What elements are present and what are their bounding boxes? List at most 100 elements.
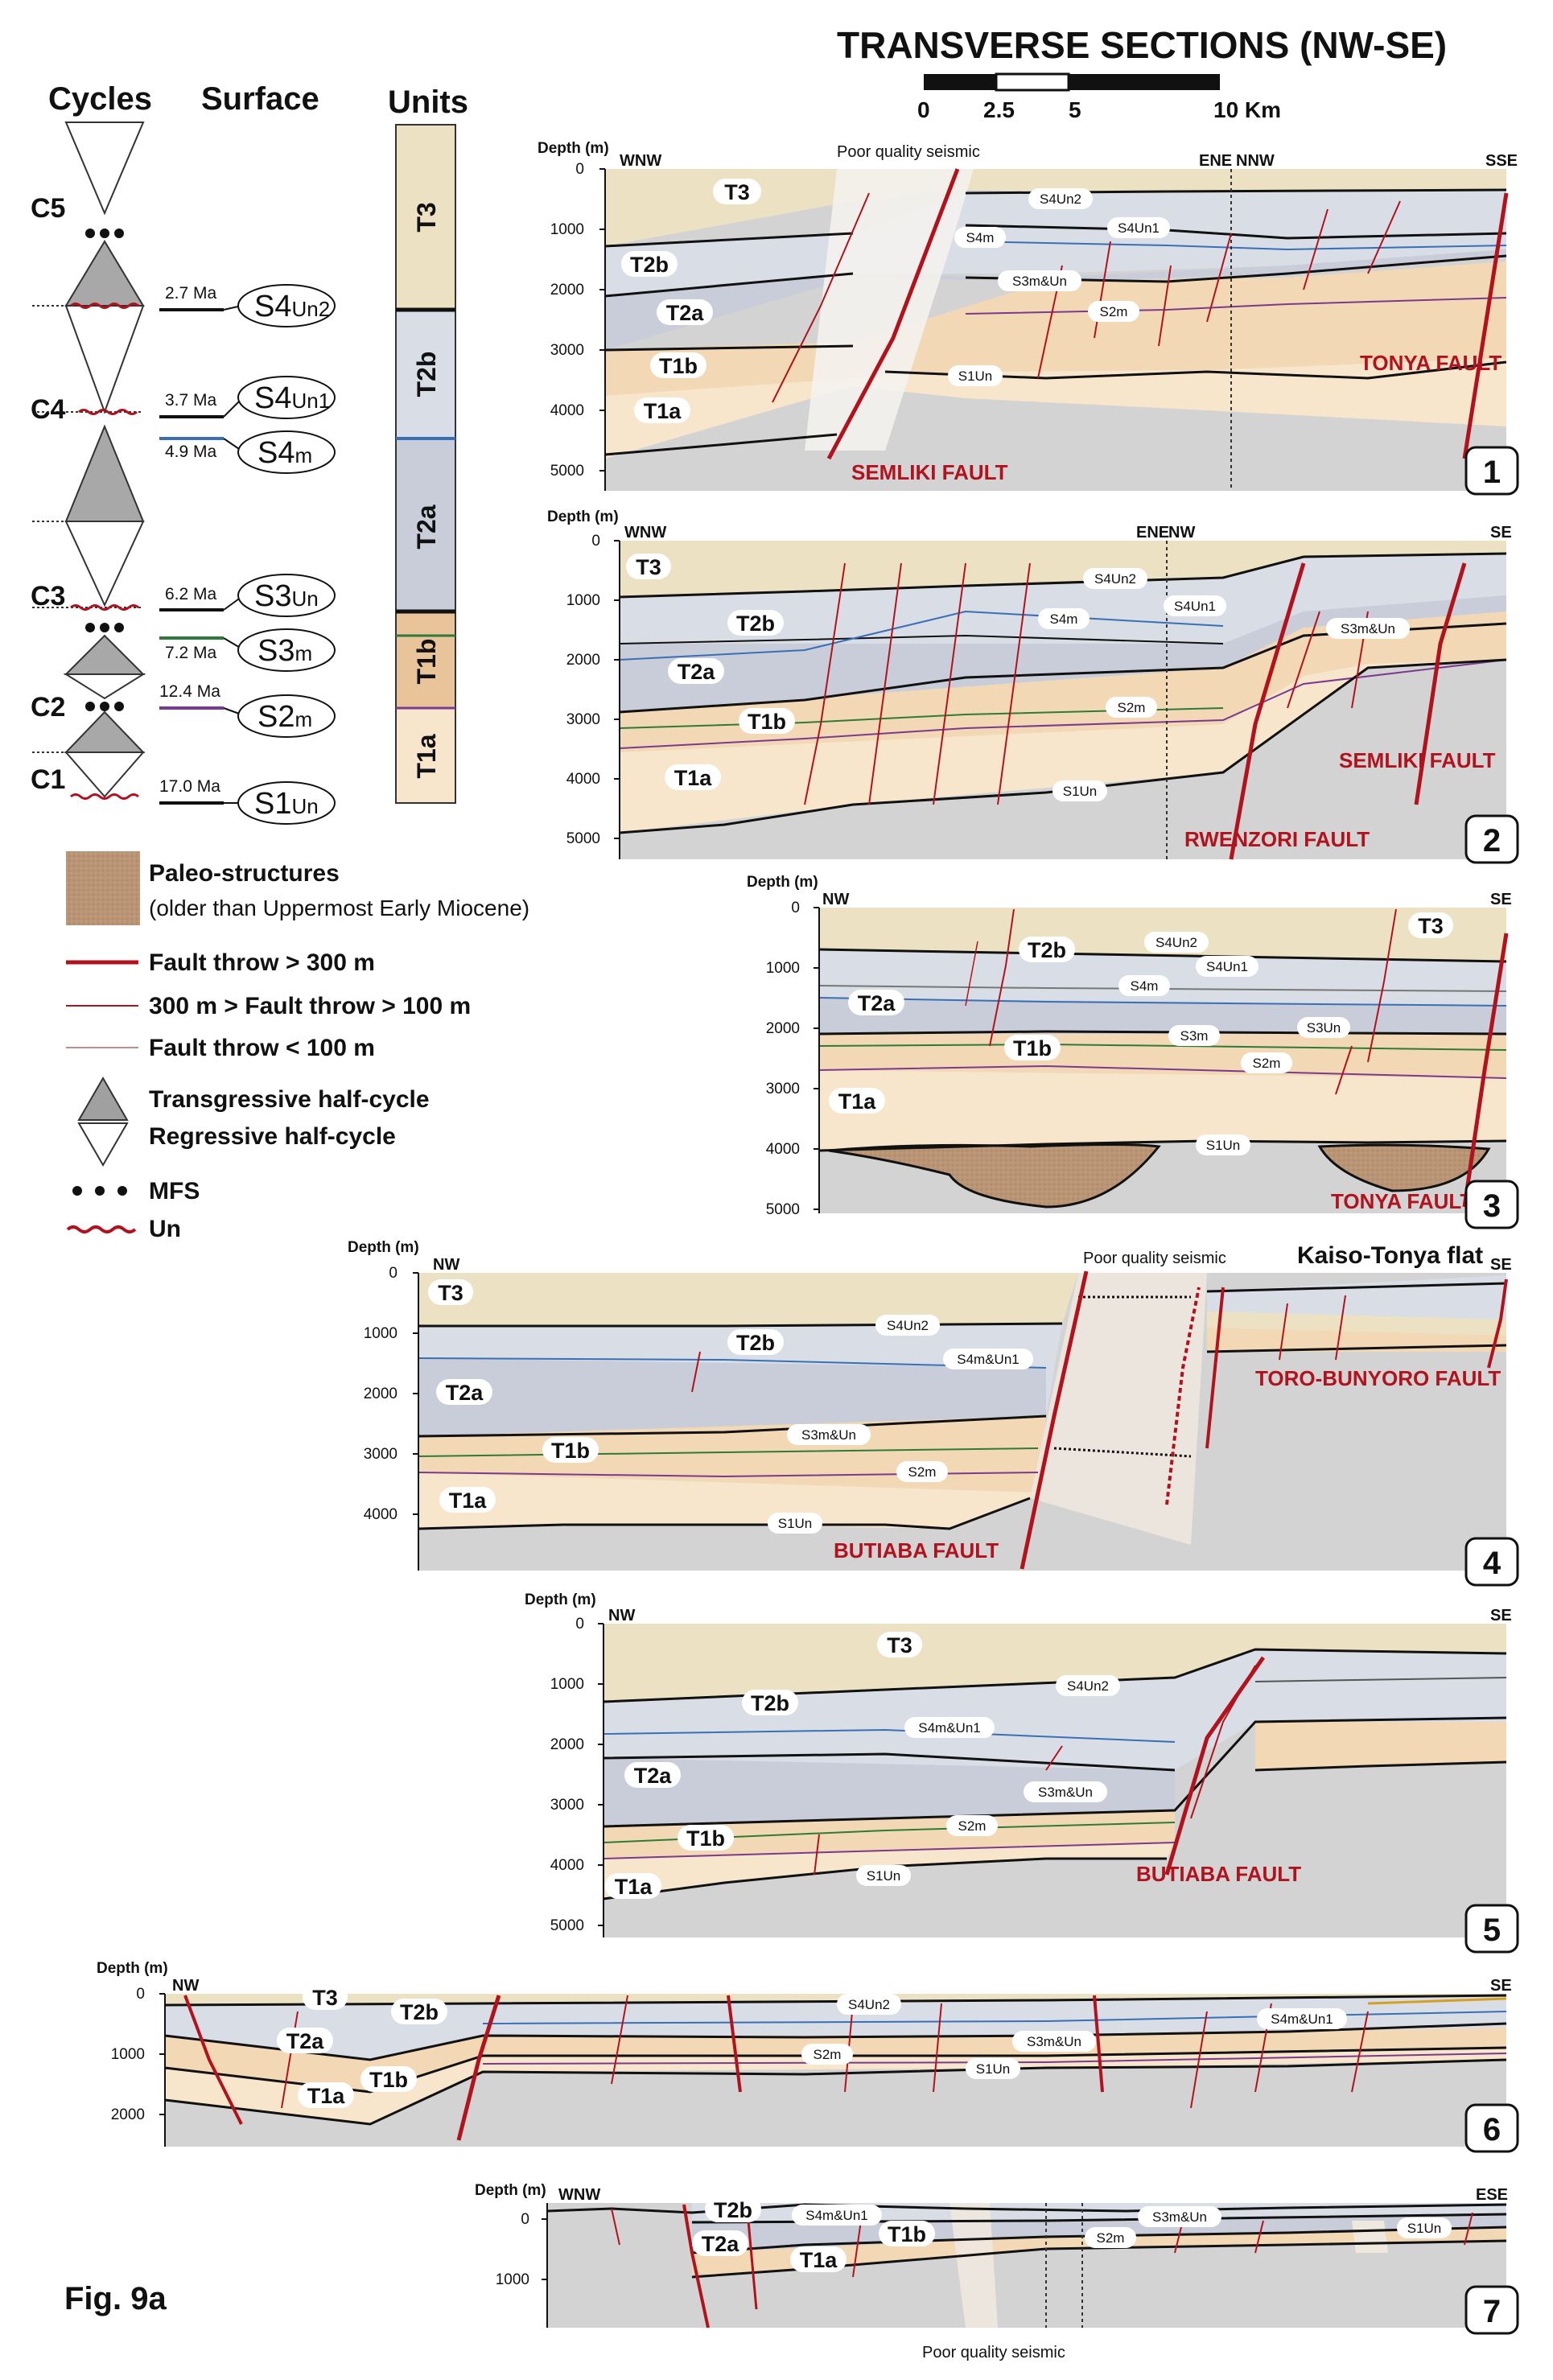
section-number-6: 6 [1483,2112,1501,2147]
svg-text:S3Un: S3Un [1307,1020,1341,1036]
note-4: Poor quality seismic [1083,1250,1226,1267]
mfs-swatch [72,1186,127,1196]
svg-text:T1b: T1b [551,1439,590,1463]
section-number-2: 2 [1483,823,1501,859]
fault-label-2-semliki: SEMLIKI FAULT [1339,748,1496,772]
svg-text:T2a: T2a [634,1764,673,1788]
dir-1-wnw: WNW [620,152,661,170]
units-column: T3 T2b T2a T1b T1a [395,124,456,804]
unit-labels-2: T3 T2b T2a T1b T1a [626,554,795,790]
dir-7-ese: ESE [1476,2186,1508,2204]
tick-3-2: 2000 [766,1020,800,1037]
svg-text:T3: T3 [887,1633,912,1657]
surface-labels-4: S4Un2 S4m&Un1 S3m&Un S2m S1Un [768,1315,1033,1534]
legend-un: Un [149,1216,181,1242]
surface-labels-7: S4m&Un1 S3m&Un S2m S1Un [792,2205,1452,2248]
svg-text:T1b: T1b [659,354,698,378]
svg-text:T1a: T1a [644,399,682,423]
tick-1-3: 3000 [550,342,584,359]
tick-2-0: 0 [591,533,600,550]
svg-text:T1b: T1b [369,2068,408,2092]
legend-fault-minor: Fault throw < 100 m [149,1035,375,1061]
svg-text:S4Un1: S4Un1 [1118,220,1160,236]
tick-6-0: 0 [136,1986,145,2003]
svg-text:T2a: T2a [702,2232,740,2256]
legend: Paleo-structures (older than Uppermost E… [66,851,529,1242]
cycle-label-c4: C4 [31,394,66,425]
svg-text:S4Un1: S4Un1 [1206,959,1248,974]
svg-text:S4Un2: S4Un2 [848,1997,890,2012]
svg-text:S1Un: S1Un [867,1868,901,1884]
fault-label-5-butiaba: BUTIABA FAULT [1136,1862,1301,1886]
svg-text:S4m&Un1: S4m&Un1 [918,1720,980,1736]
tick-5-1: 1000 [550,1676,584,1693]
svg-text:T1b: T1b [888,2222,926,2246]
tick-7-1: 1000 [496,2271,529,2288]
depth-label-2: Depth (m) [547,509,619,525]
svg-text:T2b: T2b [1028,938,1066,962]
tick-5-5: 5000 [550,1917,584,1934]
un-markers [70,303,139,800]
surface-age-s3un: 6.2 Ma [165,585,217,603]
svg-text:S3m&Un: S3m&Un [1341,621,1395,636]
svg-text:T2b: T2b [736,611,775,636]
section-6: Depth (m) 0 1000 2000 NW SE T3 T2b T2a T… [97,1960,1519,2153]
svg-text:S2m: S2m [1253,1056,1281,1071]
svg-text:S4m: S4m [1050,611,1078,627]
dir-6-se: SE [1490,1977,1512,1995]
tick-5-0: 0 [575,1616,584,1633]
dir-5-nw: NW [608,1607,635,1624]
tick-2-3: 3000 [566,711,600,728]
section-4: Depth (m) 0 1000 2000 3000 4000 NW SE Po… [348,1239,1519,1587]
dir-3-nw: NW [822,891,849,908]
legend-fault-major: Fault throw > 300 m [149,949,375,976]
svg-text:T2b: T2b [400,2000,439,2024]
tick-4-1: 1000 [364,1325,398,1342]
svg-text:T1b: T1b [1013,1036,1052,1060]
legend-paleo-sub: (older than Uppermost Early Miocene) [149,896,529,920]
svg-text:S2m: S2m [958,1818,987,1834]
svg-text:S1Un: S1Un [976,2061,1011,2077]
cycle-label-c1: C1 [31,764,65,795]
scale-label-10km: 10 Km [1213,97,1281,122]
depth-axis-6 [159,1993,166,2147]
svg-text:T1a: T1a [307,2084,346,2108]
svg-text:S4Un1: S4Un1 [1174,599,1216,614]
surface-name-s3m: S3m [257,634,312,668]
tick-3-4: 4000 [766,1141,800,1158]
dir-7-wnw: WNW [558,2186,600,2204]
transgressive-triangle-c4 [64,424,145,522]
svg-text:S4m&Un1: S4m&Un1 [1271,2011,1333,2027]
svg-text:S1Un: S1Un [958,369,993,384]
fault-label-4-toro-bunyoro: TORO-BUNYORO FAULT [1255,1366,1501,1390]
surface-age-s4un1: 3.7 Ma [165,391,217,410]
tick-7-0: 0 [521,2211,529,2228]
surface-labels-5: S4Un2 S4m&Un1 S3m&Un S2m S1Un [856,1675,1120,1886]
section-1: Depth (m) 0 1000 2000 3000 4000 5000 WNW… [538,140,1519,496]
unit-labels-7: T2b T2a T1b T1a [692,2197,935,2272]
svg-text:T2b: T2b [751,1691,789,1715]
kaiso-tonya-flat-label: Kaiso-Tonya flat [1297,1242,1483,1269]
dir-2-wnw: WNW [624,524,666,541]
svg-text:T2a: T2a [446,1381,484,1405]
svg-text:S4m&Un1: S4m&Un1 [805,2208,867,2223]
dir-3-se: SE [1490,891,1512,908]
fault-label-3-tonya: TONYA FAULT [1331,1189,1473,1213]
svg-text:S3m&Un: S3m&Un [1152,2209,1207,2225]
scale-label-5: 5 [1069,97,1081,122]
transgressive-triangle-c5 [64,240,145,307]
depth-axis-3 [814,907,820,1213]
scale-label-2-5: 2.5 [983,97,1015,122]
fault-label-1-tonya: TONYA FAULT [1360,351,1502,375]
surface-name-s3un: S3Un [254,579,319,613]
tick-3-0: 0 [791,900,800,916]
unit-labels-4: T3 T2b T2a T1b T1a [428,1279,784,1513]
tick-4-3: 3000 [364,1446,398,1463]
svg-text:S2m: S2m [908,1464,937,1480]
svg-text:S2m: S2m [1100,304,1128,319]
unit-labels-1: T3 T2b T2a T1b T1a [621,179,761,423]
dir-4-se: SE [1490,1256,1512,1274]
tick-4-2: 2000 [364,1386,398,1402]
surface-labels-6: S4Un2 S4m&Un1 S3m&Un S2m S1Un [801,1994,1347,2079]
unit-col-t2a: T2a [412,504,441,549]
